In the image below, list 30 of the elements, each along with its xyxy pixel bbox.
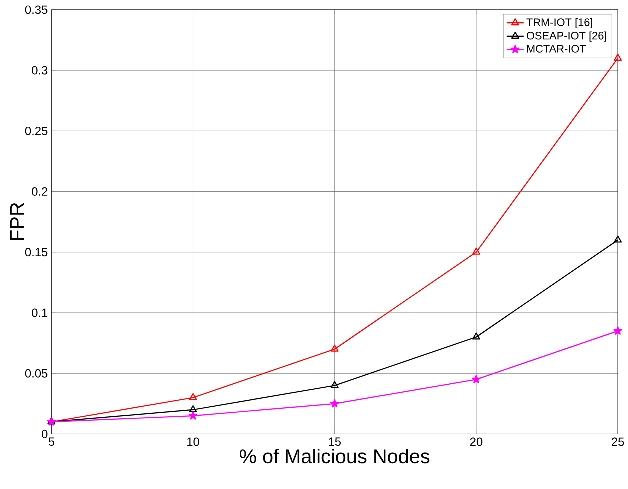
point xyxy=(330,344,339,352)
y-tick-label: 0.15 xyxy=(25,248,48,257)
y-axis-title: FPR xyxy=(10,203,24,240)
point xyxy=(614,54,622,62)
y-tick-label: 0.35 xyxy=(25,6,48,14)
x-tick-label: 5 xyxy=(48,438,54,446)
point xyxy=(189,406,198,413)
y-tick-label: 0 xyxy=(42,430,48,438)
point xyxy=(189,393,198,400)
x-axis-title: % of Malicious Nodes xyxy=(240,449,430,464)
point xyxy=(330,399,340,408)
point xyxy=(614,236,622,243)
y-tick-label: 0.2 xyxy=(32,188,48,196)
legend-label: MCTAR-IOT xyxy=(527,45,586,53)
y-tick-label: 0.25 xyxy=(25,127,48,136)
point xyxy=(614,326,622,336)
point xyxy=(188,412,198,420)
legend-label: TRM-IOT [16] xyxy=(526,18,592,29)
y-tick-label: 0.3 xyxy=(32,66,48,75)
x-tick-label: 15 xyxy=(329,438,341,446)
y-tick-label: 0.05 xyxy=(25,369,48,378)
point xyxy=(472,375,481,384)
legend-label: OSEAP-IOT [26] xyxy=(526,32,606,42)
y-tick-label: 0.1 xyxy=(32,308,48,318)
point xyxy=(472,248,480,255)
x-tick-label: 10 xyxy=(188,438,200,446)
point xyxy=(472,332,480,340)
point xyxy=(330,381,339,388)
x-tick-label: 25 xyxy=(612,438,624,446)
x-tick-label: 20 xyxy=(470,438,483,446)
